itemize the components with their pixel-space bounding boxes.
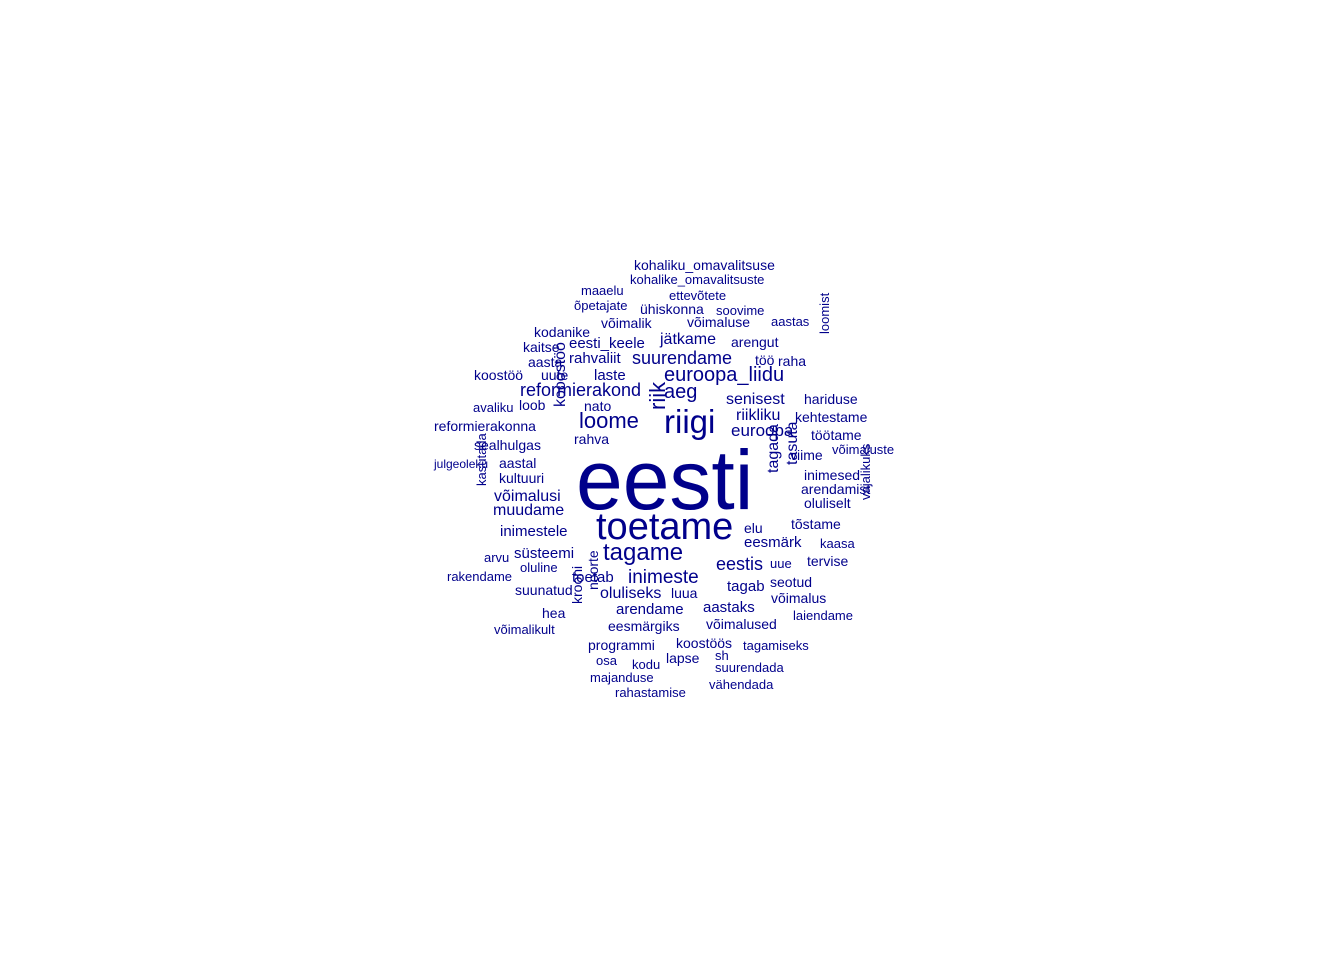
wordcloud-word: õpetajate [574,298,628,313]
wordcloud-word: tagame [603,539,684,566]
wordcloud-word: oluline [520,560,558,575]
wordcloud-word: laste [594,367,626,384]
wordcloud-word: oluliselt [804,495,851,511]
wordcloud-word: lapse [666,650,700,666]
wordcloud-word: kaitse [523,339,560,355]
wordcloud-word: riik [645,381,670,410]
wordcloud-word: arendame [616,601,684,618]
wordcloud-word: võimaluste [832,442,895,457]
wordcloud-word: eesmärk [744,534,802,551]
wordcloud-word: sh [715,648,729,663]
wordcloud-word: avaliku [473,400,514,415]
wordcloud-word: arendamist [801,481,871,497]
wordcloud-word: kehtestame [795,409,868,425]
wordcloud-word: töötame [811,427,862,443]
wordcloud-word: inimeste [628,567,699,588]
wordcloud-word: kodu [632,657,661,672]
wordcloud-word: rakendame [447,569,513,584]
wordcloud-word: riikliku [736,407,781,424]
wordcloud-word: võimalusi [494,488,561,505]
wordcloud-word: kasutada [474,433,489,486]
wordcloud-word: aastal [499,455,537,471]
wordcloud-word: kaasa [820,536,855,551]
wordcloud-word: rahvaliit [569,350,621,367]
wordcloud-word: reformierakond [520,380,642,400]
wordcloud-word: senisest [726,391,785,408]
wordcloud-word: elu [744,520,763,536]
wordcloud-word: uute [541,367,569,383]
wordcloud-word: soovime [716,303,765,318]
wordcloud-word: luua [671,585,698,601]
wordcloud-word: tõstame [791,516,841,532]
wordcloud-word: rahastamise [615,685,686,700]
wordcloud-word: kohalike_omavalitsuste [630,272,765,287]
wordcloud-word: aasta [528,354,563,370]
wordcloud-word: euroopa_liidu [664,364,785,386]
wordcloud-word: nato [584,398,612,414]
wordcloud-word: osa [596,653,617,668]
wordcloud-word: võimalikult [494,622,555,637]
wordcloud-word: suurendada [715,660,784,675]
wordcloud-word: tagab [727,578,765,595]
wordcloud-word: loob [519,397,546,413]
wordcloud-word: vähendada [709,677,774,692]
wordcloud-word: aastas [771,314,810,329]
wordcloud-word: tervise [807,553,849,569]
wordcloud-word: hea [542,605,566,621]
wordcloud-word: võimalus [771,590,827,606]
wordcloud-word: raha [778,353,807,369]
wordcloud-word: majanduse [590,670,654,685]
wordcloud-word: võimalused [706,616,777,632]
wordcloud-word: euroopa [731,421,794,440]
wordcloud-word: kodanike [534,324,591,340]
wordcloud-word: muudame [493,502,565,519]
wordcloud-word: laiendame [793,608,853,623]
wordcloud-word: loomist [817,292,832,334]
wordcloud-word: arvu [484,550,510,565]
wordcloud-word: koostöös [676,635,733,651]
wordcloud-word: rahva [574,431,610,447]
wordcloud-word: eesti_keele [569,335,645,352]
wordcloud-word: reformierakonna [434,418,536,434]
wordcloud-word: jätkame [660,331,717,348]
wordcloud-word: sealhulgas [474,437,541,453]
wordcloud-word: toetame [596,506,734,548]
wordcloud-word: inimesed [804,467,861,483]
wordcloud-word: suunatud [515,582,573,598]
wordcloud-word: loome [579,408,639,433]
wordcloud-word: võimaluse [687,314,751,330]
wordcloud-word: võimalik [601,315,652,331]
wordcloud-word: aeg [664,381,698,403]
wordcloud-word: julgeoleku [434,457,489,471]
wordcloud-word: kohaliku_omavalitsuse [634,257,775,273]
wordcloud-word: ettevõtete [669,288,727,303]
wordcloud-word: noorte [585,550,601,590]
wordcloud-word: seotud [770,574,813,590]
wordcloud-word: maaelu [581,283,624,298]
wordcloud-word: koostöö [474,367,524,383]
wordcloud-word: ühiskonna [640,301,704,317]
wordcloud-word: kultuuri [499,470,545,486]
wordcloud-word: töö [755,352,775,368]
wordcloud-word: suurendame [632,348,733,368]
wordcloud-word: uue [770,556,792,571]
wordcloud-word: hariduse [804,391,858,407]
wordcloud-word: süsteemi [514,545,575,562]
wordcloud-word: programmi [588,637,655,653]
wordcloud-word: tagada [765,424,782,473]
wordcloud-word: eesmärgiks [608,618,680,634]
wordcloud-word: eestis [716,554,764,574]
wordcloud-word: arengut [731,334,779,350]
wordcloud-word: inimestele [500,523,568,540]
wordcloud-word: oluliseks [600,585,662,602]
wordcloud-word: tagamiseks [743,638,809,653]
wordcloud-word: eesti [576,433,754,527]
wordcloud-word: toetab [572,569,614,586]
wordcloud-word: aastaks [703,599,755,616]
wordcloud-word: riigi [664,403,716,440]
wordcloud-word: viime [790,447,823,463]
